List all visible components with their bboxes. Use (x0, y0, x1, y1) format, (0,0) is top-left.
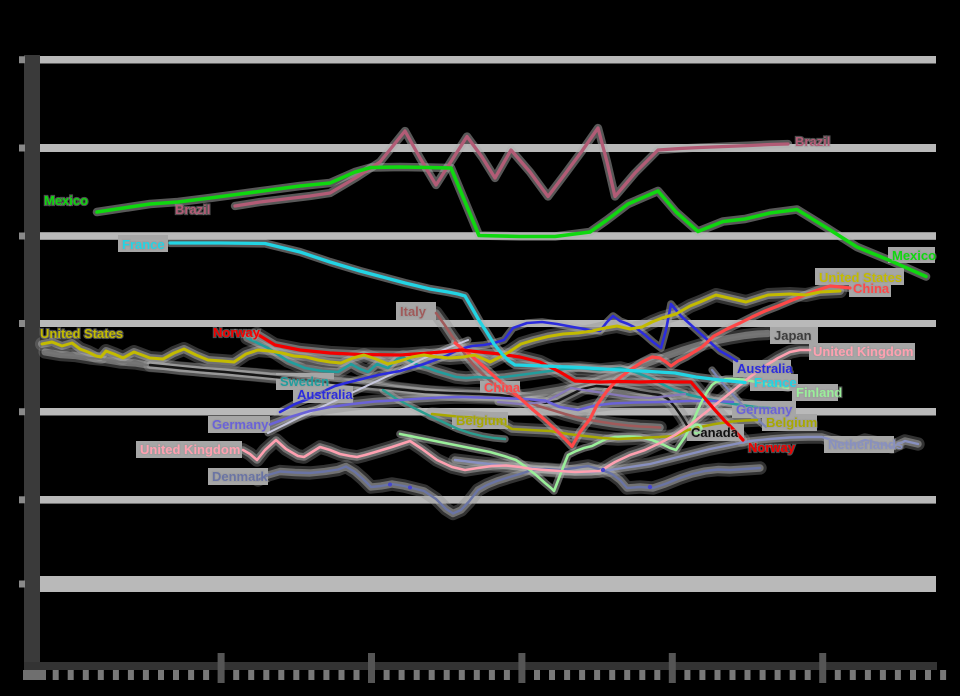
svg-text:Sweden: Sweden (280, 374, 329, 389)
svg-text:Australia: Australia (297, 387, 353, 402)
svg-text:Denmark: Denmark (212, 469, 268, 484)
svg-text:Mexico: Mexico (44, 193, 88, 208)
svg-text:United States: United States (40, 326, 123, 341)
svg-text:France: France (754, 375, 797, 390)
svg-text:Mexico: Mexico (892, 248, 936, 263)
svg-text:United Kingdom: United Kingdom (140, 442, 240, 457)
svg-text:Australia: Australia (737, 361, 793, 376)
svg-text:United Kingdom: United Kingdom (813, 344, 913, 359)
svg-text:Japan: Japan (774, 328, 812, 343)
svg-text:Germany: Germany (736, 402, 793, 417)
svg-text:Italy: Italy (400, 304, 427, 319)
svg-text:Belgium: Belgium (766, 415, 817, 430)
svg-text:Netherlands: Netherlands (828, 437, 903, 452)
svg-text:France: France (122, 237, 165, 252)
svg-text:China: China (853, 281, 890, 296)
svg-text:Finland: Finland (796, 385, 842, 400)
svg-text:Germany: Germany (212, 417, 269, 432)
svg-text:Canada: Canada (691, 425, 739, 440)
svg-text:Belgium: Belgium (456, 413, 507, 428)
svg-text:China: China (484, 380, 521, 395)
svg-text:Norway: Norway (748, 440, 796, 455)
svg-text:Norway: Norway (213, 325, 261, 340)
svg-text:United States: United States (819, 270, 902, 285)
svg-text:Brazil: Brazil (175, 202, 210, 217)
svg-text:Brazil: Brazil (795, 134, 830, 149)
